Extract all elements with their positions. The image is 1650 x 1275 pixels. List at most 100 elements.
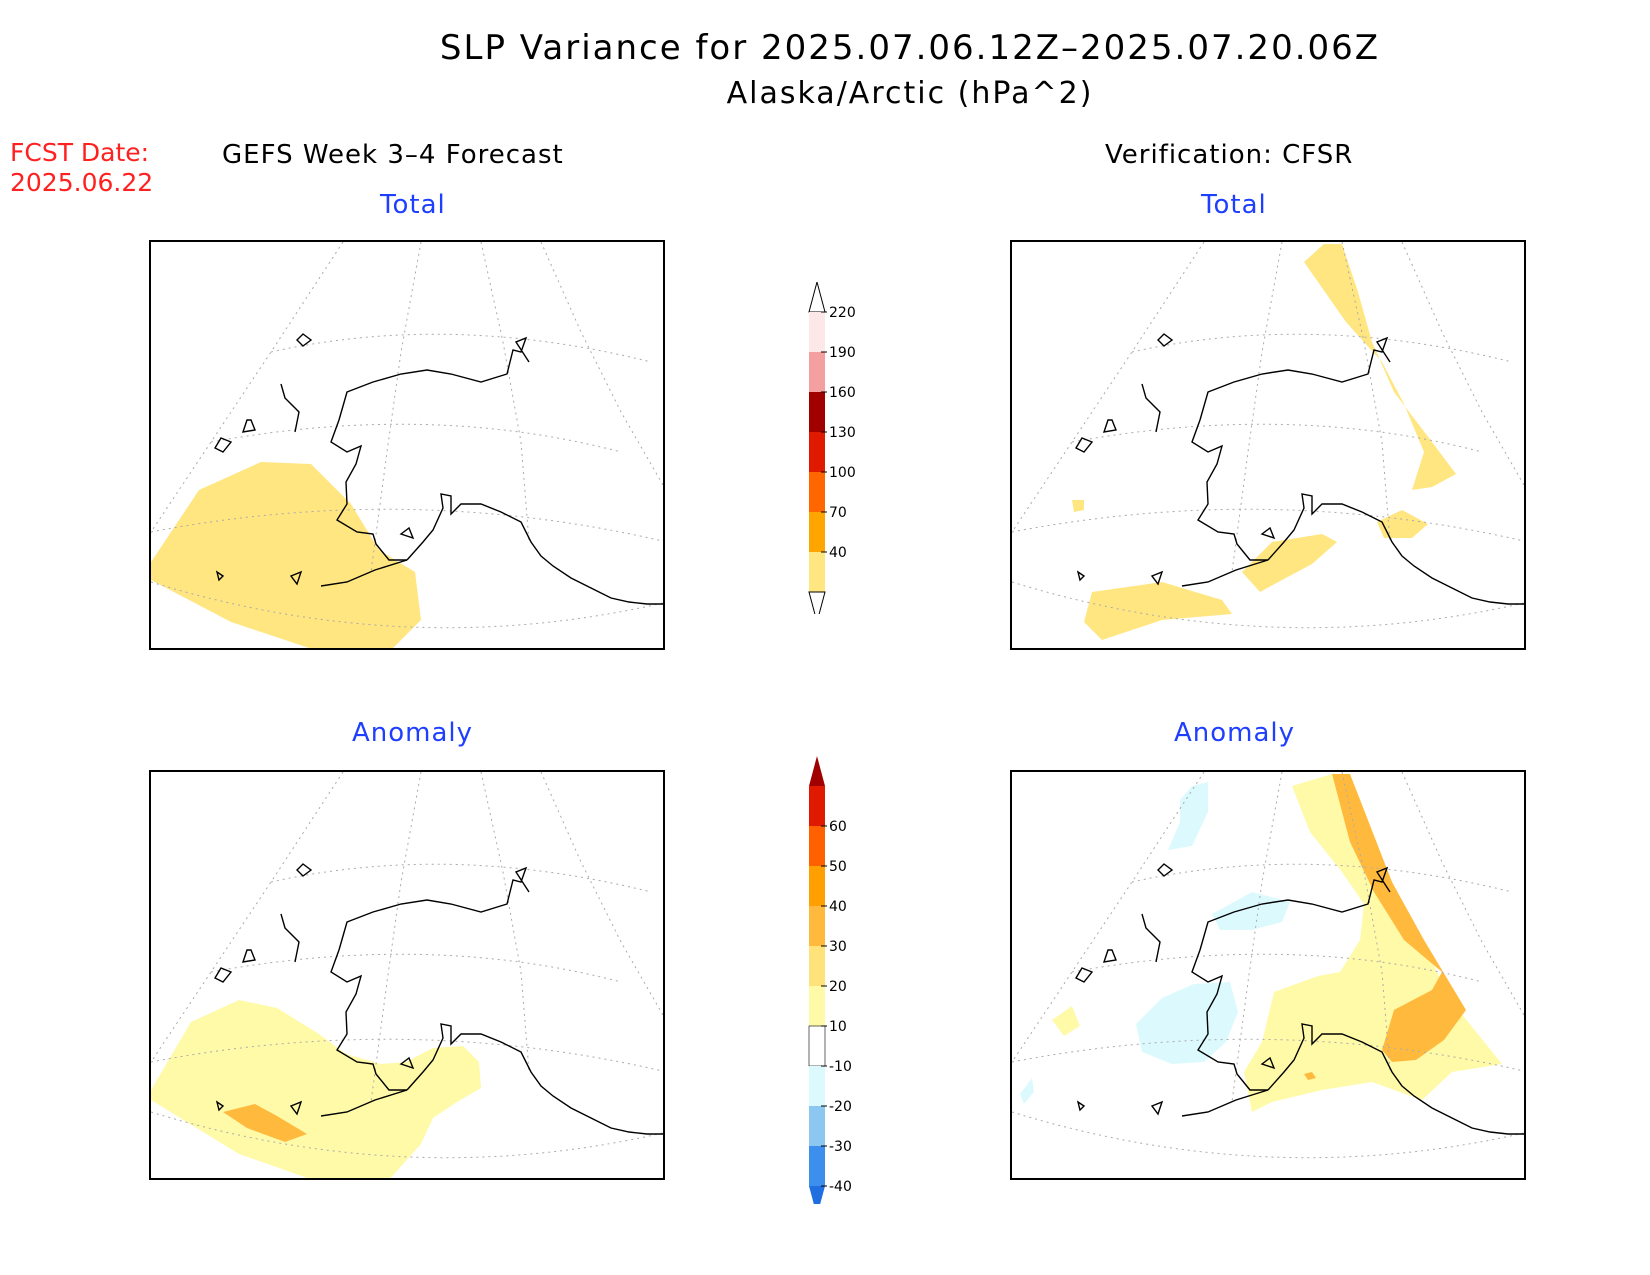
coastline-segment bbox=[1191, 419, 1268, 561]
graticule-line bbox=[370, 242, 422, 573]
map-fcst-total-svg bbox=[151, 242, 663, 648]
coastline-segment bbox=[1141, 383, 1161, 433]
variance-region-40-70 bbox=[1304, 244, 1456, 490]
graticule-line bbox=[151, 581, 663, 629]
map-fcst-anomaly bbox=[149, 770, 665, 1180]
map-verif-anomaly bbox=[1010, 770, 1526, 1180]
colorbar-tick-label: 70 bbox=[829, 505, 847, 521]
colorbar-tick-label: 10 bbox=[829, 1019, 847, 1035]
coastline-segment bbox=[1260, 1056, 1276, 1070]
colorbar-block bbox=[809, 1106, 825, 1146]
fcst-date: FCST Date: 2025.06.22 bbox=[10, 138, 153, 198]
variance-region-40-70 bbox=[1072, 500, 1084, 512]
panel-title-fcst-total: Total bbox=[380, 190, 446, 220]
anomaly-region-20-30 bbox=[1332, 774, 1466, 1062]
coastline-segment bbox=[1076, 570, 1086, 582]
colorbar-tick-label: -10 bbox=[829, 1059, 852, 1075]
graticule-line bbox=[1012, 508, 1524, 542]
colorbar-tick-label: 50 bbox=[829, 859, 847, 875]
anomaly-region-20-30 bbox=[223, 1104, 307, 1142]
colorbar-block bbox=[809, 826, 825, 866]
lat-lon-grid bbox=[151, 242, 663, 629]
colorbar-tick-label: 30 bbox=[829, 939, 847, 955]
fcst-date-value: 2025.06.22 bbox=[10, 168, 154, 197]
graticule-line bbox=[270, 333, 652, 363]
graticule-line bbox=[1012, 581, 1524, 629]
coastline-segment bbox=[1267, 493, 1524, 605]
graticule-line bbox=[1131, 333, 1513, 363]
fcst-date-label: FCST Date: bbox=[10, 138, 150, 167]
colorbar-bottom-tip bbox=[809, 1186, 825, 1204]
coastline-segment bbox=[296, 863, 313, 877]
colorbar-block bbox=[809, 392, 825, 432]
coastline-segment bbox=[406, 1023, 663, 1135]
anomaly-region-negative-10-20 bbox=[1212, 892, 1290, 930]
coastline bbox=[214, 333, 663, 605]
coastline-segment bbox=[280, 383, 300, 433]
colorbar-block bbox=[809, 906, 825, 946]
coastline-segment bbox=[338, 866, 530, 951]
coastline-segment bbox=[1141, 913, 1161, 963]
graticule-line bbox=[480, 772, 530, 1073]
coastline bbox=[1075, 863, 1524, 1135]
anomaly-region-negative-10-20 bbox=[1168, 782, 1208, 850]
coastline bbox=[214, 863, 663, 1135]
graticule-line bbox=[480, 242, 530, 543]
coastline-segment bbox=[1157, 863, 1174, 877]
colorbar-block bbox=[809, 352, 825, 392]
colorbar-block bbox=[809, 986, 825, 1026]
coastline-segment bbox=[1075, 967, 1094, 983]
graticule-line bbox=[540, 242, 663, 487]
coastline-segment bbox=[1267, 1023, 1524, 1135]
anomaly-region-10-20 bbox=[1052, 1006, 1080, 1036]
colorbar-block bbox=[809, 432, 825, 472]
coastline bbox=[1075, 333, 1524, 605]
variance-region-40-70 bbox=[1242, 534, 1337, 592]
anomaly-region-negative-10-20 bbox=[1136, 982, 1238, 1064]
map-verif-anomaly-svg bbox=[1012, 772, 1524, 1159]
coastline-segment bbox=[1157, 333, 1174, 347]
graticule-line bbox=[370, 772, 422, 1103]
variance-region-40-70 bbox=[1377, 510, 1428, 538]
coastline-segment bbox=[1181, 559, 1269, 587]
graticule-line bbox=[1012, 242, 1205, 533]
coastline-segment bbox=[320, 1089, 408, 1117]
graticule-line bbox=[151, 1038, 663, 1072]
coastline-segment bbox=[241, 419, 256, 433]
colorbar-block bbox=[809, 1146, 825, 1186]
coastline-segment bbox=[1181, 1089, 1269, 1117]
graticule-line bbox=[1012, 1111, 1524, 1159]
colorbar-block bbox=[809, 786, 825, 826]
column-header-forecast: GEFS Week 3–4 Forecast bbox=[222, 140, 564, 170]
colorbar-block bbox=[809, 946, 825, 986]
coastline-segment bbox=[1102, 949, 1117, 963]
colorbar-block bbox=[808, 1025, 826, 1067]
graticule-line bbox=[1071, 423, 1483, 453]
anomaly-region-20-30 bbox=[1304, 1072, 1316, 1080]
colorbar-tick-label: -40 bbox=[829, 1179, 852, 1195]
colorbar-block bbox=[809, 472, 825, 512]
coastline-segment bbox=[289, 1100, 303, 1116]
colorbar-tick-label: 160 bbox=[829, 385, 856, 401]
coastline-segment bbox=[406, 493, 663, 605]
colorbar-bottom-tip bbox=[808, 591, 826, 614]
coastline-segment bbox=[330, 419, 407, 561]
graticule-line bbox=[1012, 1038, 1524, 1072]
coastline-segment bbox=[296, 333, 313, 347]
colorbar-tick-label: 130 bbox=[829, 425, 856, 441]
coastline-segment bbox=[241, 949, 256, 963]
graticule-line bbox=[270, 863, 652, 893]
main-title: SLP Variance for 2025.07.06.12Z–2025.07.… bbox=[439, 28, 1381, 68]
colorbar-block bbox=[809, 312, 825, 352]
coastline-segment bbox=[399, 1056, 415, 1070]
graticule-line bbox=[1401, 772, 1524, 1017]
colorbar-tick-label: 40 bbox=[829, 899, 847, 915]
colorbar-tick-label: -30 bbox=[829, 1139, 852, 1155]
anomaly-region-10-20 bbox=[1244, 774, 1502, 1112]
lat-lon-grid bbox=[1012, 242, 1524, 629]
column-header-verification: Verification: CFSR bbox=[1105, 140, 1354, 170]
coastline-segment bbox=[1191, 949, 1268, 1091]
graticule-line bbox=[151, 1111, 663, 1159]
lat-lon-grid bbox=[151, 772, 663, 1159]
colorbar-tick-label: 20 bbox=[829, 979, 847, 995]
